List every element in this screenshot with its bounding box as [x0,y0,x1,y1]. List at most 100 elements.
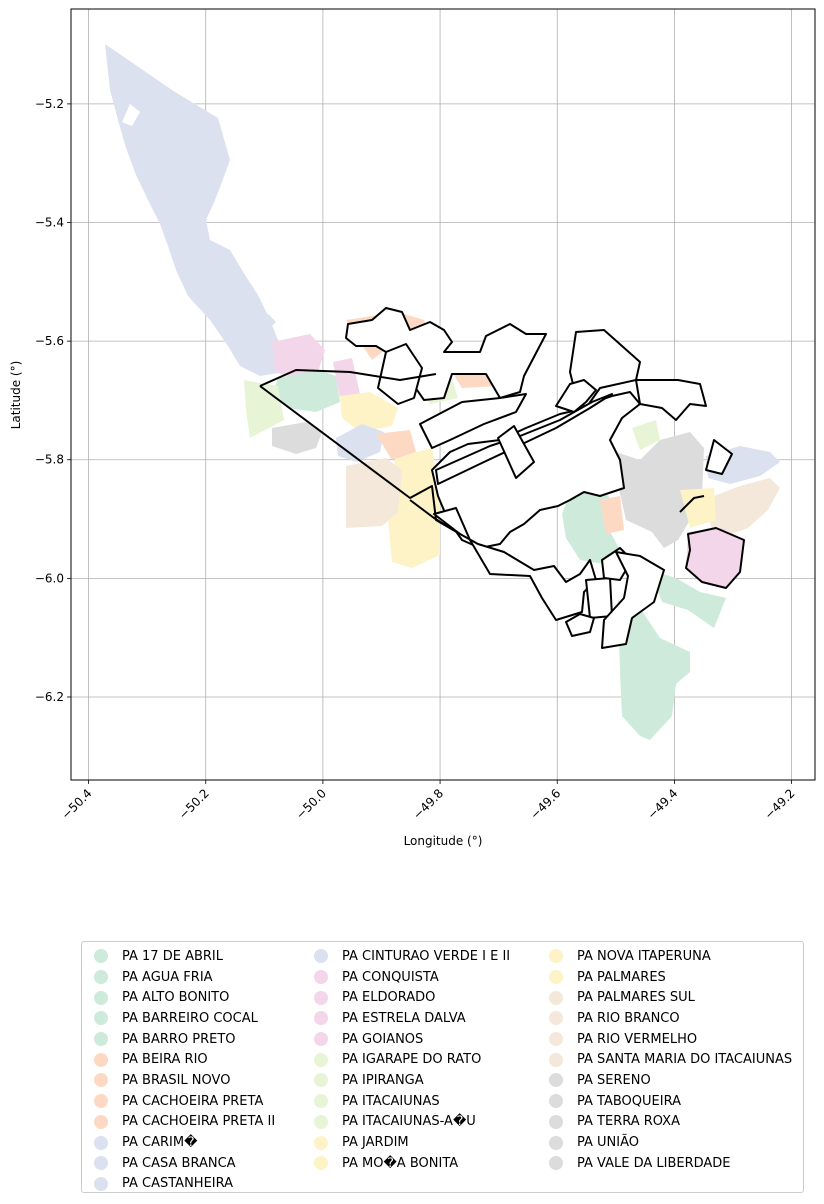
legend-item: PA RIO BRANCO [549,1008,792,1029]
legend-label: PA TERRA ROXA [577,1114,680,1130]
legend-swatch [94,1176,108,1191]
legend-item: PA PALMARES SUL [549,987,792,1008]
legend-item: PA AGUA FRIA [94,967,275,988]
y-axis-label: Latitude (°) [9,361,23,430]
region-pa-agua-fria [272,370,340,412]
outline-diagonal-line [259,385,461,535]
legend: PA 17 DE ABRIL PA AGUA FRIA PA ALTO BONITO… [81,941,804,1193]
legend-label: PA CINTURAO VERDE I E II [342,948,511,964]
region-pa-eldorado [333,358,360,398]
x-tick-label: −50.2 [176,786,212,822]
legend-label: PA IPIRANGA [342,1072,424,1088]
legend-item: PA PALMARES [549,967,792,988]
outline-east-small [679,495,705,513]
legend-label: PA PALMARES [577,969,666,985]
legend-swatch [549,1073,563,1088]
legend-label: PA RIO VERMELHO [577,1031,698,1047]
legend-label: PA SANTA MARIA DO ITACAIUNAS [577,1052,793,1068]
legend-item: PA CARIM� [94,1132,275,1153]
region-pa-castanheira [105,44,285,376]
y-tick-label: −5.6 [35,334,64,348]
legend-swatch [314,1094,328,1109]
legend-swatch [94,1011,108,1026]
legend-swatch [94,1156,108,1171]
x-tick-label: −49.6 [527,786,563,822]
legend-label: PA ELDORADO [342,990,436,1006]
y-tick-label: −5.4 [35,216,64,230]
y-tick-label: −5.8 [35,453,64,467]
legend-swatch [314,970,328,985]
legend-label: PA PALMARES SUL [577,990,695,1006]
region-pa-nova-itaperuna [680,488,716,528]
legend-item: PA BEIRA RIO [94,1049,275,1070]
region-pa-alto-bonito [618,600,690,740]
legend-label: PA CASTANHEIRA [122,1176,234,1192]
legend-label: PA ITACAIUNAS [342,1093,440,1109]
region-pa-jardim [340,392,398,432]
legend-swatch [94,970,108,985]
legend-swatch [94,949,108,964]
legend-swatch [549,1114,563,1129]
legend-swatch [314,1114,328,1129]
y-tick-label: −6.0 [35,571,64,585]
legend-item: PA ESTRELA DALVA [314,1008,510,1029]
settlement-outlines [259,307,745,649]
legend-item: PA ELDORADO [314,987,510,1008]
region-pa-cachoeira-preta [600,496,624,534]
legend-label: PA NOVA ITAPERUNA [577,948,711,964]
legend-item: PA CINTURAO VERDE I E II [314,946,510,967]
legend-swatch [549,949,563,964]
legend-label: PA IGARAPE DO RATO [342,1052,482,1068]
outline-strip-north [419,393,527,449]
axes [70,8,816,781]
outline-goianos [685,527,745,589]
region-pa-casa-branca [336,424,384,462]
legend-swatch [94,990,108,1005]
outline-diagonal-small [497,425,535,479]
legend-item: PA SANTA MARIA DO ITACAIUNAS [549,1049,792,1070]
legend-item: PA GOIANOS [314,1029,510,1050]
legend-label: PA GOIANOS [342,1031,424,1047]
legend-item: PA ITACAIUNAS [314,1091,510,1112]
plot-frame [70,8,816,781]
legend-swatch [549,1156,563,1171]
settlement-polygons [105,44,780,740]
legend-item: PA NOVA ITAPERUNA [549,946,792,967]
legend-swatch [314,990,328,1005]
region-pa-brasil-novo [376,430,416,460]
legend-swatch [94,1135,108,1150]
legend-label: PA SERENO [577,1072,651,1088]
y-axis-ticks: −5.2 −5.4 −5.6 −5.8 −6.0 −6.2 [35,97,71,704]
legend-swatch [549,970,563,985]
legend-item: PA UNIÃO [549,1132,792,1153]
outline-east-long [555,379,597,413]
y-tick-label: −6.2 [35,690,64,704]
legend-item: PA CONQUISTA [314,967,510,988]
legend-item: PA SERENO [549,1070,792,1091]
legend-label: PA BARREIRO COCAL [122,1010,258,1026]
legend-item: PA 17 DE ABRIL [94,946,275,967]
legend-swatch [549,1052,563,1067]
legend-swatch [94,1032,108,1047]
legend-swatch [94,1094,108,1109]
legend-swatch [549,1011,563,1026]
x-tick-label: −49.4 [645,786,681,822]
y-tick-label: −5.2 [35,97,64,111]
legend-label: PA CASA BRANCA [122,1155,236,1171]
legend-swatch [549,1094,563,1109]
legend-item: PA ALTO BONITO [94,987,275,1008]
legend-label: PA UNIÃO [577,1135,640,1151]
legend-label: PA MO�A BONITA [342,1155,459,1171]
legend-item: PA RIO VERMELHO [549,1029,792,1050]
legend-label: PA RIO BRANCO [577,1010,680,1026]
region-pa-castanheira-island [258,314,276,332]
legend-item: PA MO�A BONITA [314,1153,510,1174]
legend-label: PA BRASIL NOVO [122,1072,231,1088]
x-tick-label: −50.0 [293,786,329,822]
legend-label: PA BEIRA RIO [122,1052,208,1068]
legend-column-1: PA 17 DE ABRIL PA AGUA FRIA PA ALTO BONITO… [94,946,275,1194]
x-tick-label: −49.8 [410,786,446,822]
legend-label: PA CONQUISTA [342,969,439,985]
legend-swatch [314,1156,328,1171]
